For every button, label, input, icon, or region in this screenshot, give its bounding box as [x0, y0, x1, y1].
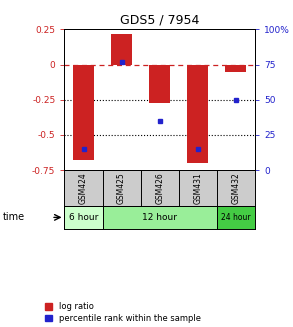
Bar	[225, 65, 246, 72]
Text: 6 hour: 6 hour	[69, 213, 98, 222]
Text: 12 hour: 12 hour	[142, 213, 177, 222]
Text: GSM426: GSM426	[155, 172, 164, 204]
Text: time: time	[3, 213, 25, 222]
Text: GSM425: GSM425	[117, 172, 126, 204]
Bar	[217, 206, 255, 229]
Bar	[111, 34, 132, 65]
Text: GSM431: GSM431	[193, 172, 202, 204]
Text: GSM432: GSM432	[231, 172, 240, 204]
Bar	[64, 206, 103, 229]
Text: GSM424: GSM424	[79, 172, 88, 204]
Bar	[103, 206, 217, 229]
Text: 24 hour: 24 hour	[221, 213, 251, 222]
Legend: log ratio, percentile rank within the sample: log ratio, percentile rank within the sa…	[45, 302, 200, 323]
Bar	[187, 65, 208, 163]
Bar	[73, 65, 94, 160]
Bar	[149, 65, 170, 103]
Title: GDS5 / 7954: GDS5 / 7954	[120, 14, 199, 27]
